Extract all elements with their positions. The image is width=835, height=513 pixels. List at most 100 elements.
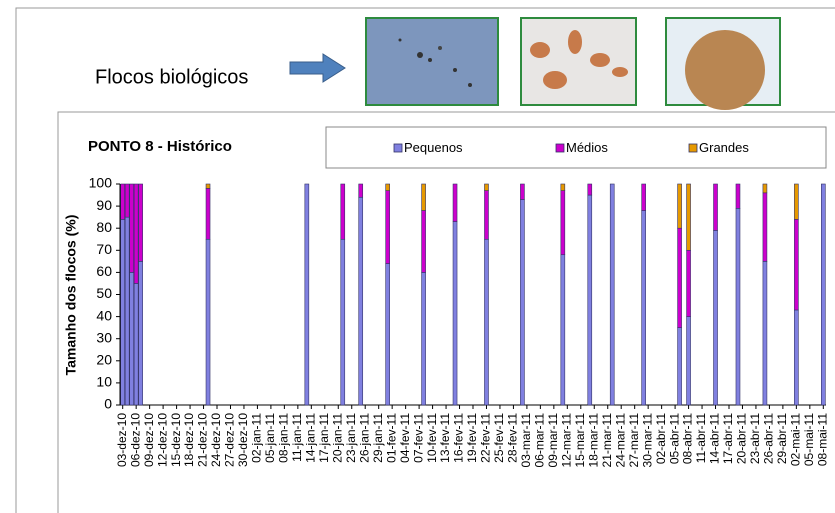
x-tick-label: 05-mai-11 [802,413,816,466]
x-tick-label: 25-fev-11 [492,413,506,463]
bar-segment [386,184,390,191]
bar-segment [561,191,565,255]
bar-segment [736,184,740,208]
bar-segment [125,184,129,217]
x-tick-label: 27-dez-10 [223,413,237,467]
x-tick-label: 26-abr-11 [762,413,776,464]
bar-segment [386,264,390,405]
y-axis-label: Tamanho dos flocos (%) [63,215,79,376]
x-tick-label: 14-abr-11 [708,413,722,464]
bar-segment [453,222,457,405]
y-tick-label: 70 [96,241,112,257]
bar-segment [642,211,646,405]
bar-segment [687,250,691,316]
bar-segment [139,184,143,261]
legend-marker [556,144,564,152]
legend-label: Pequenos [404,140,463,155]
x-tick-label: 27-mar-11 [627,413,641,468]
bar-segment [422,211,426,273]
chart-title: PONTO 8 - Histórico [88,138,232,155]
bar-segment [125,217,129,405]
bar-segment [610,184,614,405]
bar-segment [359,197,363,405]
bar-segment [763,261,767,405]
bar-segment [821,184,825,405]
bar-segment [121,184,125,219]
x-tick-label: 21-dez-10 [196,413,210,467]
bar-segment [794,219,798,310]
x-tick-label: 26-jan-11 [357,413,371,463]
x-tick-label: 06-mar-11 [533,413,547,468]
bar-segment [386,191,390,264]
y-tick-label: 100 [89,175,113,191]
y-tick-label: 40 [96,307,112,323]
legend-label: Médios [566,140,608,155]
x-tick-label: 28-fev-11 [506,413,520,463]
y-tick-label: 50 [96,285,112,301]
legend-label: Grandes [699,140,749,155]
y-tick-label: 80 [96,219,112,235]
bar-segment [520,199,524,405]
x-tick-label: 11-jan-11 [290,413,304,462]
x-tick-label: 12-dez-10 [155,413,169,467]
bar-segment [134,184,138,283]
x-tick-label: 02-mai-11 [789,413,803,466]
y-tick-label: 10 [96,374,112,390]
x-tick-label: 29-abr-11 [775,413,789,464]
x-tick-label: 18-mar-11 [586,413,600,468]
x-tick-label: 09-dez-10 [142,413,156,467]
bar-segment [206,184,210,188]
bar-segment [134,283,138,405]
x-tick-label: 20-jan-11 [330,413,344,463]
x-tick-label: 04-fev-11 [398,413,412,463]
bar-segment [561,255,565,405]
bar-segment [341,184,345,239]
x-tick-label: 23-jan-11 [344,413,358,463]
photo [366,18,498,105]
x-tick-label: 16-fev-11 [452,413,466,463]
x-tick-label: 24-dez-10 [209,413,223,467]
x-tick-label: 19-fev-11 [465,413,479,463]
bar-segment [422,272,426,405]
bar-segment [794,184,798,219]
bar-segment [206,239,210,405]
bar-segment [714,230,718,405]
photo [666,18,780,110]
x-tick-label: 17-jan-11 [317,413,331,463]
x-tick-label: 17-abr-11 [721,413,735,464]
x-tick-label: 07-fev-11 [411,413,425,463]
x-tick-label: 30-dez-10 [236,413,250,467]
x-tick-label: 20-abr-11 [735,413,749,464]
bar-segment [736,208,740,405]
y-tick-label: 90 [96,197,112,213]
bar-segment [130,184,134,272]
bar-segment [763,193,767,262]
x-tick-label: 18-dez-10 [182,413,196,467]
bar-segment [794,310,798,405]
bar-segment [678,184,682,228]
x-tick-label: 03-dez-10 [115,413,129,467]
bar-segment [206,188,210,239]
x-tick-label: 14-jan-11 [303,413,317,463]
x-tick-label: 24-mar-11 [613,413,627,468]
x-tick-label: 02-jan-11 [250,413,264,463]
bar-segment [121,219,125,405]
bar-segment [588,184,592,195]
bar-segment [484,191,488,240]
x-tick-label: 06-dez-10 [128,413,142,467]
bar-segment [588,195,592,405]
photo [521,18,636,105]
x-tick-label: 30-mar-11 [640,413,654,468]
bar-segment [714,184,718,230]
y-tick-label: 0 [104,396,112,412]
bar-segment [687,317,691,405]
x-tick-label: 23-abr-11 [748,413,762,464]
x-tick-label: 05-jan-11 [263,413,277,463]
x-tick-label: 08-mai-11 [815,413,829,466]
page: Flocos biológicos PONTO 8 - Histórico Ta… [0,0,835,513]
bar-segment [520,184,524,199]
bar-segment [305,184,309,405]
x-tick-label: 13-fev-11 [438,413,452,463]
x-tick-label: 02-abr-11 [654,413,668,464]
bar-segment [453,184,457,222]
